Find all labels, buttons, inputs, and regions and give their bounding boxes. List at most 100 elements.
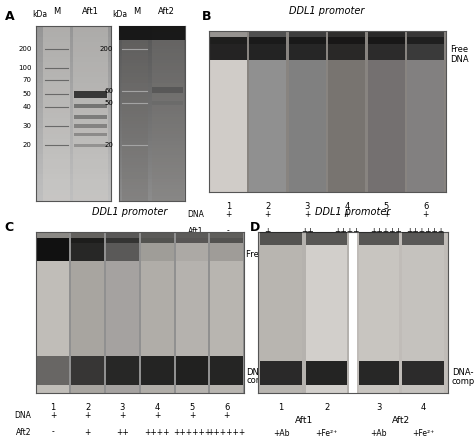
Bar bbox=[74, 144, 107, 147]
Bar bbox=[359, 361, 399, 385]
Text: +: + bbox=[119, 412, 126, 420]
Text: -: - bbox=[306, 243, 309, 252]
Text: +: + bbox=[224, 412, 230, 420]
Text: Free DNA: Free DNA bbox=[246, 250, 285, 259]
Text: DNA: DNA bbox=[15, 412, 31, 420]
Text: complex: complex bbox=[246, 376, 282, 385]
Bar bbox=[210, 37, 247, 60]
Text: +: + bbox=[264, 211, 271, 219]
Text: M: M bbox=[134, 7, 141, 16]
Bar bbox=[368, 37, 405, 60]
Text: 50: 50 bbox=[104, 100, 113, 106]
Bar bbox=[289, 31, 326, 44]
Text: -: - bbox=[385, 243, 388, 252]
Text: 1: 1 bbox=[50, 403, 55, 412]
Bar bbox=[106, 232, 139, 243]
Text: 200: 200 bbox=[18, 46, 32, 52]
Text: 2: 2 bbox=[324, 403, 329, 412]
Text: 20: 20 bbox=[23, 142, 32, 148]
Text: M: M bbox=[53, 7, 60, 16]
Text: Aft2: Aft2 bbox=[392, 416, 410, 425]
Text: 50: 50 bbox=[23, 91, 32, 97]
Bar bbox=[306, 232, 347, 245]
Text: 3: 3 bbox=[120, 403, 125, 412]
Text: C: C bbox=[5, 221, 14, 234]
Bar bbox=[72, 232, 104, 243]
Text: +: + bbox=[304, 211, 310, 219]
Bar bbox=[74, 91, 107, 98]
Text: +: + bbox=[423, 243, 429, 252]
Text: DDL1 promoter: DDL1 promoter bbox=[315, 207, 391, 217]
Text: Aft2: Aft2 bbox=[16, 428, 31, 437]
Text: A: A bbox=[5, 10, 14, 23]
Text: -: - bbox=[52, 428, 55, 437]
Bar bbox=[118, 26, 185, 40]
Text: ++++: ++++ bbox=[334, 227, 360, 236]
Bar bbox=[176, 232, 208, 243]
Text: +: + bbox=[154, 412, 160, 420]
Text: ++++++: ++++++ bbox=[407, 227, 445, 236]
Text: 5: 5 bbox=[383, 202, 389, 211]
Bar bbox=[210, 31, 247, 44]
Text: DNA-protein: DNA-protein bbox=[246, 368, 298, 377]
Text: ++: ++ bbox=[116, 428, 129, 437]
Text: 1: 1 bbox=[278, 403, 284, 412]
Text: DDL1 promoter: DDL1 promoter bbox=[289, 6, 365, 16]
Bar bbox=[106, 238, 139, 261]
Bar bbox=[260, 232, 302, 393]
Text: 1: 1 bbox=[226, 202, 231, 211]
Bar bbox=[176, 356, 208, 385]
Text: Aft1: Aft1 bbox=[82, 7, 99, 16]
Text: +: + bbox=[84, 428, 91, 437]
Text: Aft1: Aft1 bbox=[295, 416, 313, 425]
Text: 3: 3 bbox=[376, 403, 382, 412]
Bar bbox=[210, 232, 243, 393]
Bar bbox=[328, 31, 365, 44]
Bar bbox=[357, 232, 448, 393]
Bar bbox=[210, 232, 243, 243]
Text: +Fe²⁺: +Fe²⁺ bbox=[412, 429, 434, 437]
Bar bbox=[289, 37, 326, 60]
Bar bbox=[72, 232, 104, 393]
Bar bbox=[249, 31, 286, 44]
Bar bbox=[210, 31, 247, 192]
Text: DNA-protein: DNA-protein bbox=[452, 368, 474, 377]
Bar bbox=[152, 101, 183, 105]
Text: Ab: Ab bbox=[194, 243, 204, 252]
Text: ++++++: ++++++ bbox=[208, 428, 246, 437]
Text: 4: 4 bbox=[420, 403, 426, 412]
Bar bbox=[210, 356, 243, 385]
Text: +++++: +++++ bbox=[370, 227, 402, 236]
Text: 30: 30 bbox=[23, 123, 32, 129]
Text: +: + bbox=[264, 227, 271, 236]
Text: Aft1: Aft1 bbox=[188, 227, 204, 236]
Bar bbox=[368, 31, 405, 192]
Text: 6: 6 bbox=[423, 202, 428, 211]
Bar bbox=[74, 104, 107, 108]
Text: complex: complex bbox=[452, 378, 474, 386]
Text: ++++: ++++ bbox=[145, 428, 170, 437]
Bar bbox=[141, 356, 173, 385]
Bar bbox=[152, 87, 183, 93]
Bar bbox=[359, 232, 399, 245]
Text: 6: 6 bbox=[224, 403, 229, 412]
Bar bbox=[349, 232, 357, 393]
Bar bbox=[249, 31, 286, 192]
Text: 2: 2 bbox=[265, 202, 271, 211]
Bar bbox=[306, 361, 347, 385]
Text: Free: Free bbox=[450, 45, 468, 55]
Text: 4: 4 bbox=[155, 403, 160, 412]
Bar bbox=[402, 232, 444, 393]
Bar bbox=[368, 31, 405, 44]
Bar bbox=[328, 37, 365, 60]
Bar bbox=[260, 232, 302, 245]
Bar bbox=[176, 232, 208, 393]
Text: -: - bbox=[266, 243, 269, 252]
Text: DNA: DNA bbox=[187, 211, 204, 219]
Text: 60: 60 bbox=[104, 88, 113, 94]
Text: 100: 100 bbox=[18, 65, 32, 71]
Bar bbox=[106, 356, 139, 385]
Bar bbox=[36, 238, 69, 261]
Bar bbox=[249, 37, 286, 60]
Bar bbox=[328, 31, 365, 192]
